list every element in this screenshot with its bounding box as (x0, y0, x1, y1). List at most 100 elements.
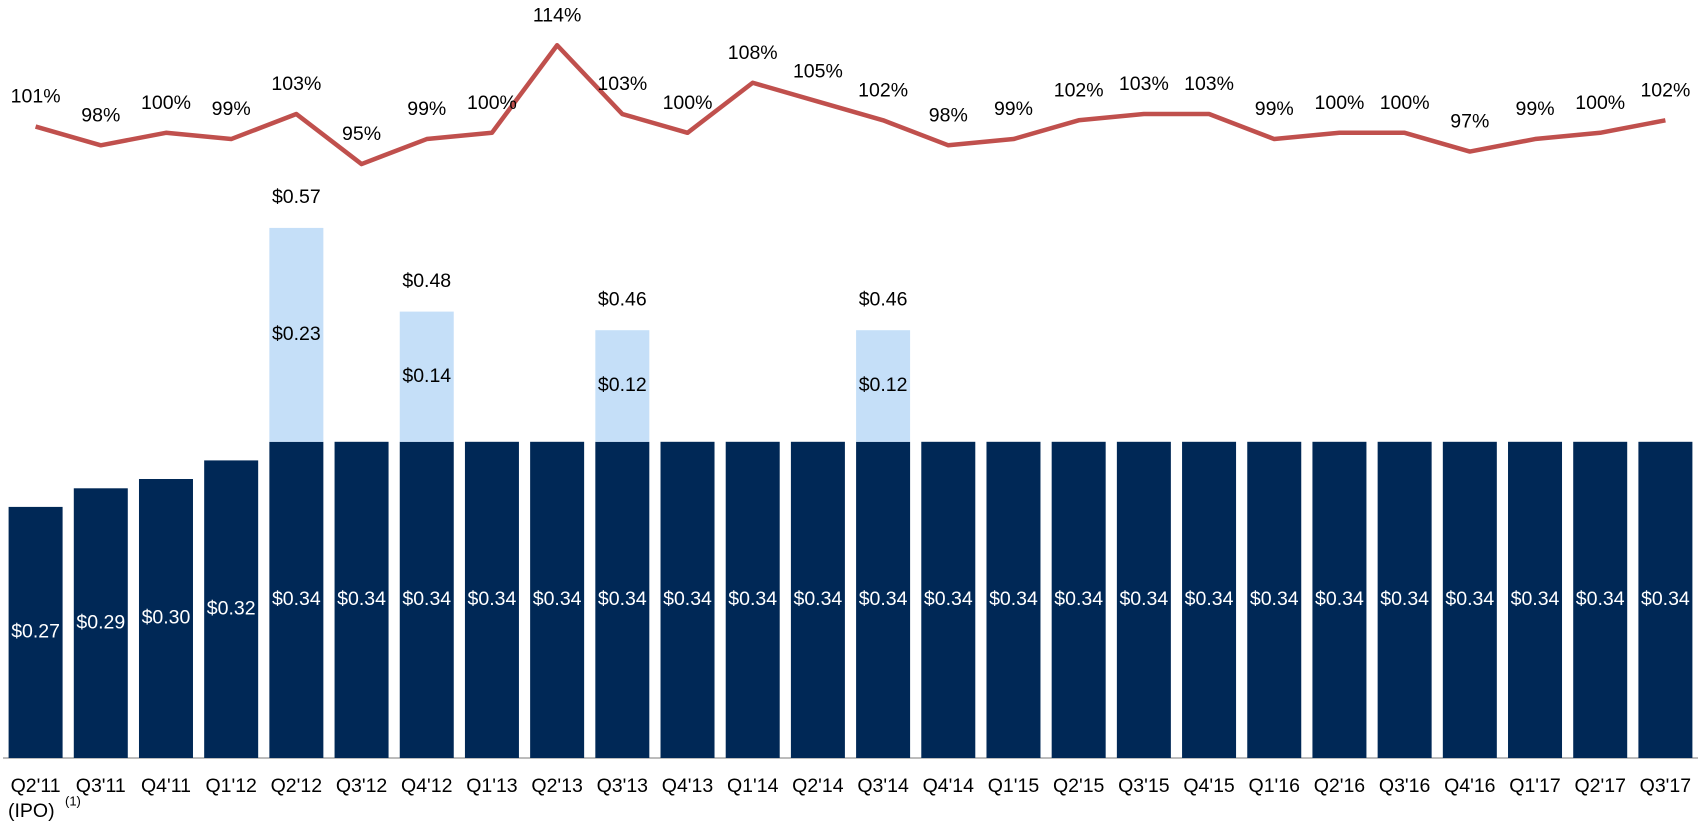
segment-label: $0.12 (598, 374, 647, 396)
x-tick-label: Q4'13 (662, 775, 713, 797)
segment-label: $0.34 (272, 588, 321, 610)
annotation-superscript: (1) (65, 793, 81, 808)
segment-label: $0.34 (1315, 588, 1364, 610)
x-tick-label: Q1'15 (988, 775, 1040, 797)
line-label: 102% (858, 79, 908, 101)
x-tick-label: Q1'14 (727, 775, 779, 797)
payout-line (34, 43, 1666, 167)
line-label: 101% (11, 86, 61, 108)
bar-segment (399, 441, 454, 758)
bar-segment (1638, 441, 1693, 758)
bar-segment (1508, 441, 1563, 758)
x-tick-label: Q2'15 (1053, 775, 1105, 797)
bar-segment (595, 330, 650, 442)
bar-segment (856, 441, 911, 758)
bar-segment (269, 227, 324, 442)
line-label: 100% (1380, 92, 1430, 114)
line-label: 105% (793, 61, 843, 83)
total-label: $0.48 (402, 270, 451, 292)
x-tick-label: Q1'17 (1509, 775, 1560, 797)
bar-segment (1247, 441, 1302, 758)
x-tick-label: Q1'16 (1249, 775, 1300, 797)
segment-label: $0.32 (207, 597, 256, 619)
bar-segment (138, 479, 193, 758)
total-label: $0.46 (598, 288, 647, 310)
x-tick-label: Q2'11 (11, 775, 61, 797)
line-label: 99% (407, 98, 446, 120)
x-tick-label: Q4'11 (141, 775, 191, 797)
x-tick-label: Q1'12 (205, 775, 256, 797)
x-tick-label: Q2'13 (531, 775, 582, 797)
line-label: 102% (1054, 79, 1104, 101)
line-label: 100% (663, 92, 713, 114)
line-label: 100% (1315, 92, 1365, 114)
segment-label: $0.34 (793, 588, 842, 610)
segment-label: $0.12 (859, 374, 908, 396)
bar-segment (269, 441, 324, 758)
segment-label: $0.34 (1380, 588, 1429, 610)
bar-segment (1442, 441, 1497, 758)
segment-label: $0.34 (1511, 588, 1560, 610)
bar-segment (399, 311, 454, 442)
line-label: 103% (1119, 73, 1169, 95)
bar-segment (986, 441, 1041, 758)
segment-label: $0.34 (1576, 588, 1625, 610)
total-label: $0.57 (272, 186, 321, 208)
x-tick-label: Q2'16 (1314, 775, 1365, 797)
line-label: 108% (728, 42, 778, 64)
x-tick-label: Q2'14 (792, 775, 844, 797)
line-label: 99% (212, 98, 251, 120)
bar-segment (204, 460, 259, 758)
segment-label: $0.34 (337, 588, 386, 610)
line-label: 103% (597, 73, 647, 95)
bar-segment (1377, 441, 1432, 758)
line-label: 99% (1255, 98, 1294, 120)
bar-segment (530, 441, 585, 758)
annotation: (IPO) (8, 800, 55, 822)
line-label: 100% (141, 92, 191, 114)
segment-label: $0.34 (1119, 588, 1168, 610)
segment-label: $0.29 (76, 611, 125, 633)
segment-label: $0.34 (402, 588, 451, 610)
x-tick-label: Q4'14 (923, 775, 975, 797)
x-tick-label: Q1'13 (466, 775, 517, 797)
segment-label: $0.34 (663, 588, 712, 610)
bar-segment (856, 330, 911, 442)
segment-label: $0.34 (989, 588, 1038, 610)
bar-segment (921, 441, 976, 758)
x-tick-label: Q3'14 (857, 775, 909, 797)
x-tick-label: Q3'13 (597, 775, 648, 797)
segment-label: $0.34 (468, 588, 517, 610)
bar-segment (1312, 441, 1367, 758)
line-label: 100% (1575, 92, 1625, 114)
total-label: $0.46 (859, 288, 908, 310)
line-label: 98% (929, 104, 968, 126)
bar-segment (1573, 441, 1628, 758)
segment-label: $0.34 (1445, 588, 1494, 610)
bar-segment (464, 441, 519, 758)
line-label: 99% (994, 98, 1033, 120)
x-tick-label: Q4'12 (401, 775, 452, 797)
line-label: 99% (1516, 98, 1555, 120)
segment-label: $0.34 (533, 588, 582, 610)
x-tick-label: Q2'12 (271, 775, 322, 797)
bar-segment (8, 506, 63, 758)
segment-label: $0.34 (1250, 588, 1299, 610)
x-tick-label: Q3'11 (76, 775, 126, 797)
x-tick-label: Q2'17 (1574, 775, 1625, 797)
line-label: 114% (533, 4, 581, 26)
bar-segment (1116, 441, 1171, 758)
segment-label: $0.34 (728, 588, 777, 610)
bar-segment (334, 441, 389, 758)
segment-label: $0.27 (11, 621, 60, 643)
line-label: 98% (81, 104, 120, 126)
line-label: 102% (1640, 79, 1690, 101)
x-tick-label: Q4'15 (1183, 775, 1235, 797)
segment-label: $0.34 (924, 588, 973, 610)
line-label: 100% (467, 92, 517, 114)
bar-segment (73, 488, 128, 758)
bar-segment (725, 441, 780, 758)
x-tick-label: Q3'15 (1118, 775, 1170, 797)
line-label: 97% (1450, 111, 1489, 133)
